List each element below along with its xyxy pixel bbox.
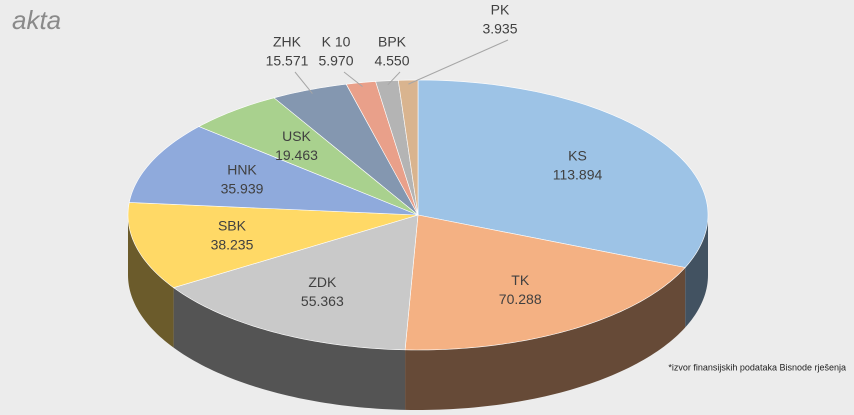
data-label-name: PK <box>491 2 510 18</box>
leader-line <box>343 71 363 88</box>
data-label-name: HNK <box>227 162 257 178</box>
pie: KS 113.894 TK 70.288 ZDK 55.363 SBK 38.235 HNK 35… <box>127 2 709 410</box>
slice-side <box>173 287 406 410</box>
data-label-name: USK <box>282 128 311 144</box>
slice-side <box>405 267 686 410</box>
data-label-value: 3.935 <box>482 21 517 37</box>
logo: akta <box>12 5 61 35</box>
data-label-value: 15.571 <box>266 53 309 69</box>
leader-line <box>387 71 401 86</box>
data-label-name: SBK <box>218 218 247 234</box>
slice-side <box>128 215 174 348</box>
data-label-value: 70.288 <box>499 291 542 307</box>
slice <box>345 81 419 216</box>
slice <box>128 126 419 216</box>
slice <box>127 202 419 289</box>
data-label-name: ZHK <box>273 34 302 50</box>
data-label-value: 19.463 <box>275 147 318 163</box>
leader-line <box>408 39 509 85</box>
data-label-value: 5.970 <box>318 53 353 69</box>
source-note: *izvor finansijskih podataka Bisnode rje… <box>668 362 846 372</box>
data-label-name: BPK <box>378 34 407 50</box>
data-label-value: 38.235 <box>211 237 254 253</box>
data-label-value: 55.363 <box>301 293 344 309</box>
data-label-value: 4.550 <box>374 53 409 69</box>
data-label-value: 35.939 <box>221 181 264 197</box>
data-label-name: ZDK <box>308 274 337 290</box>
slice-side <box>685 215 708 328</box>
data-label-name: KS <box>568 147 587 163</box>
data-label-name: TK <box>511 272 530 288</box>
slice <box>417 79 709 268</box>
data-label-name: K 10 <box>322 34 351 50</box>
leader-line <box>294 71 313 94</box>
data-label-value: 113.894 <box>553 166 603 182</box>
slice <box>404 214 686 351</box>
slice <box>172 214 419 351</box>
slice <box>198 97 419 216</box>
